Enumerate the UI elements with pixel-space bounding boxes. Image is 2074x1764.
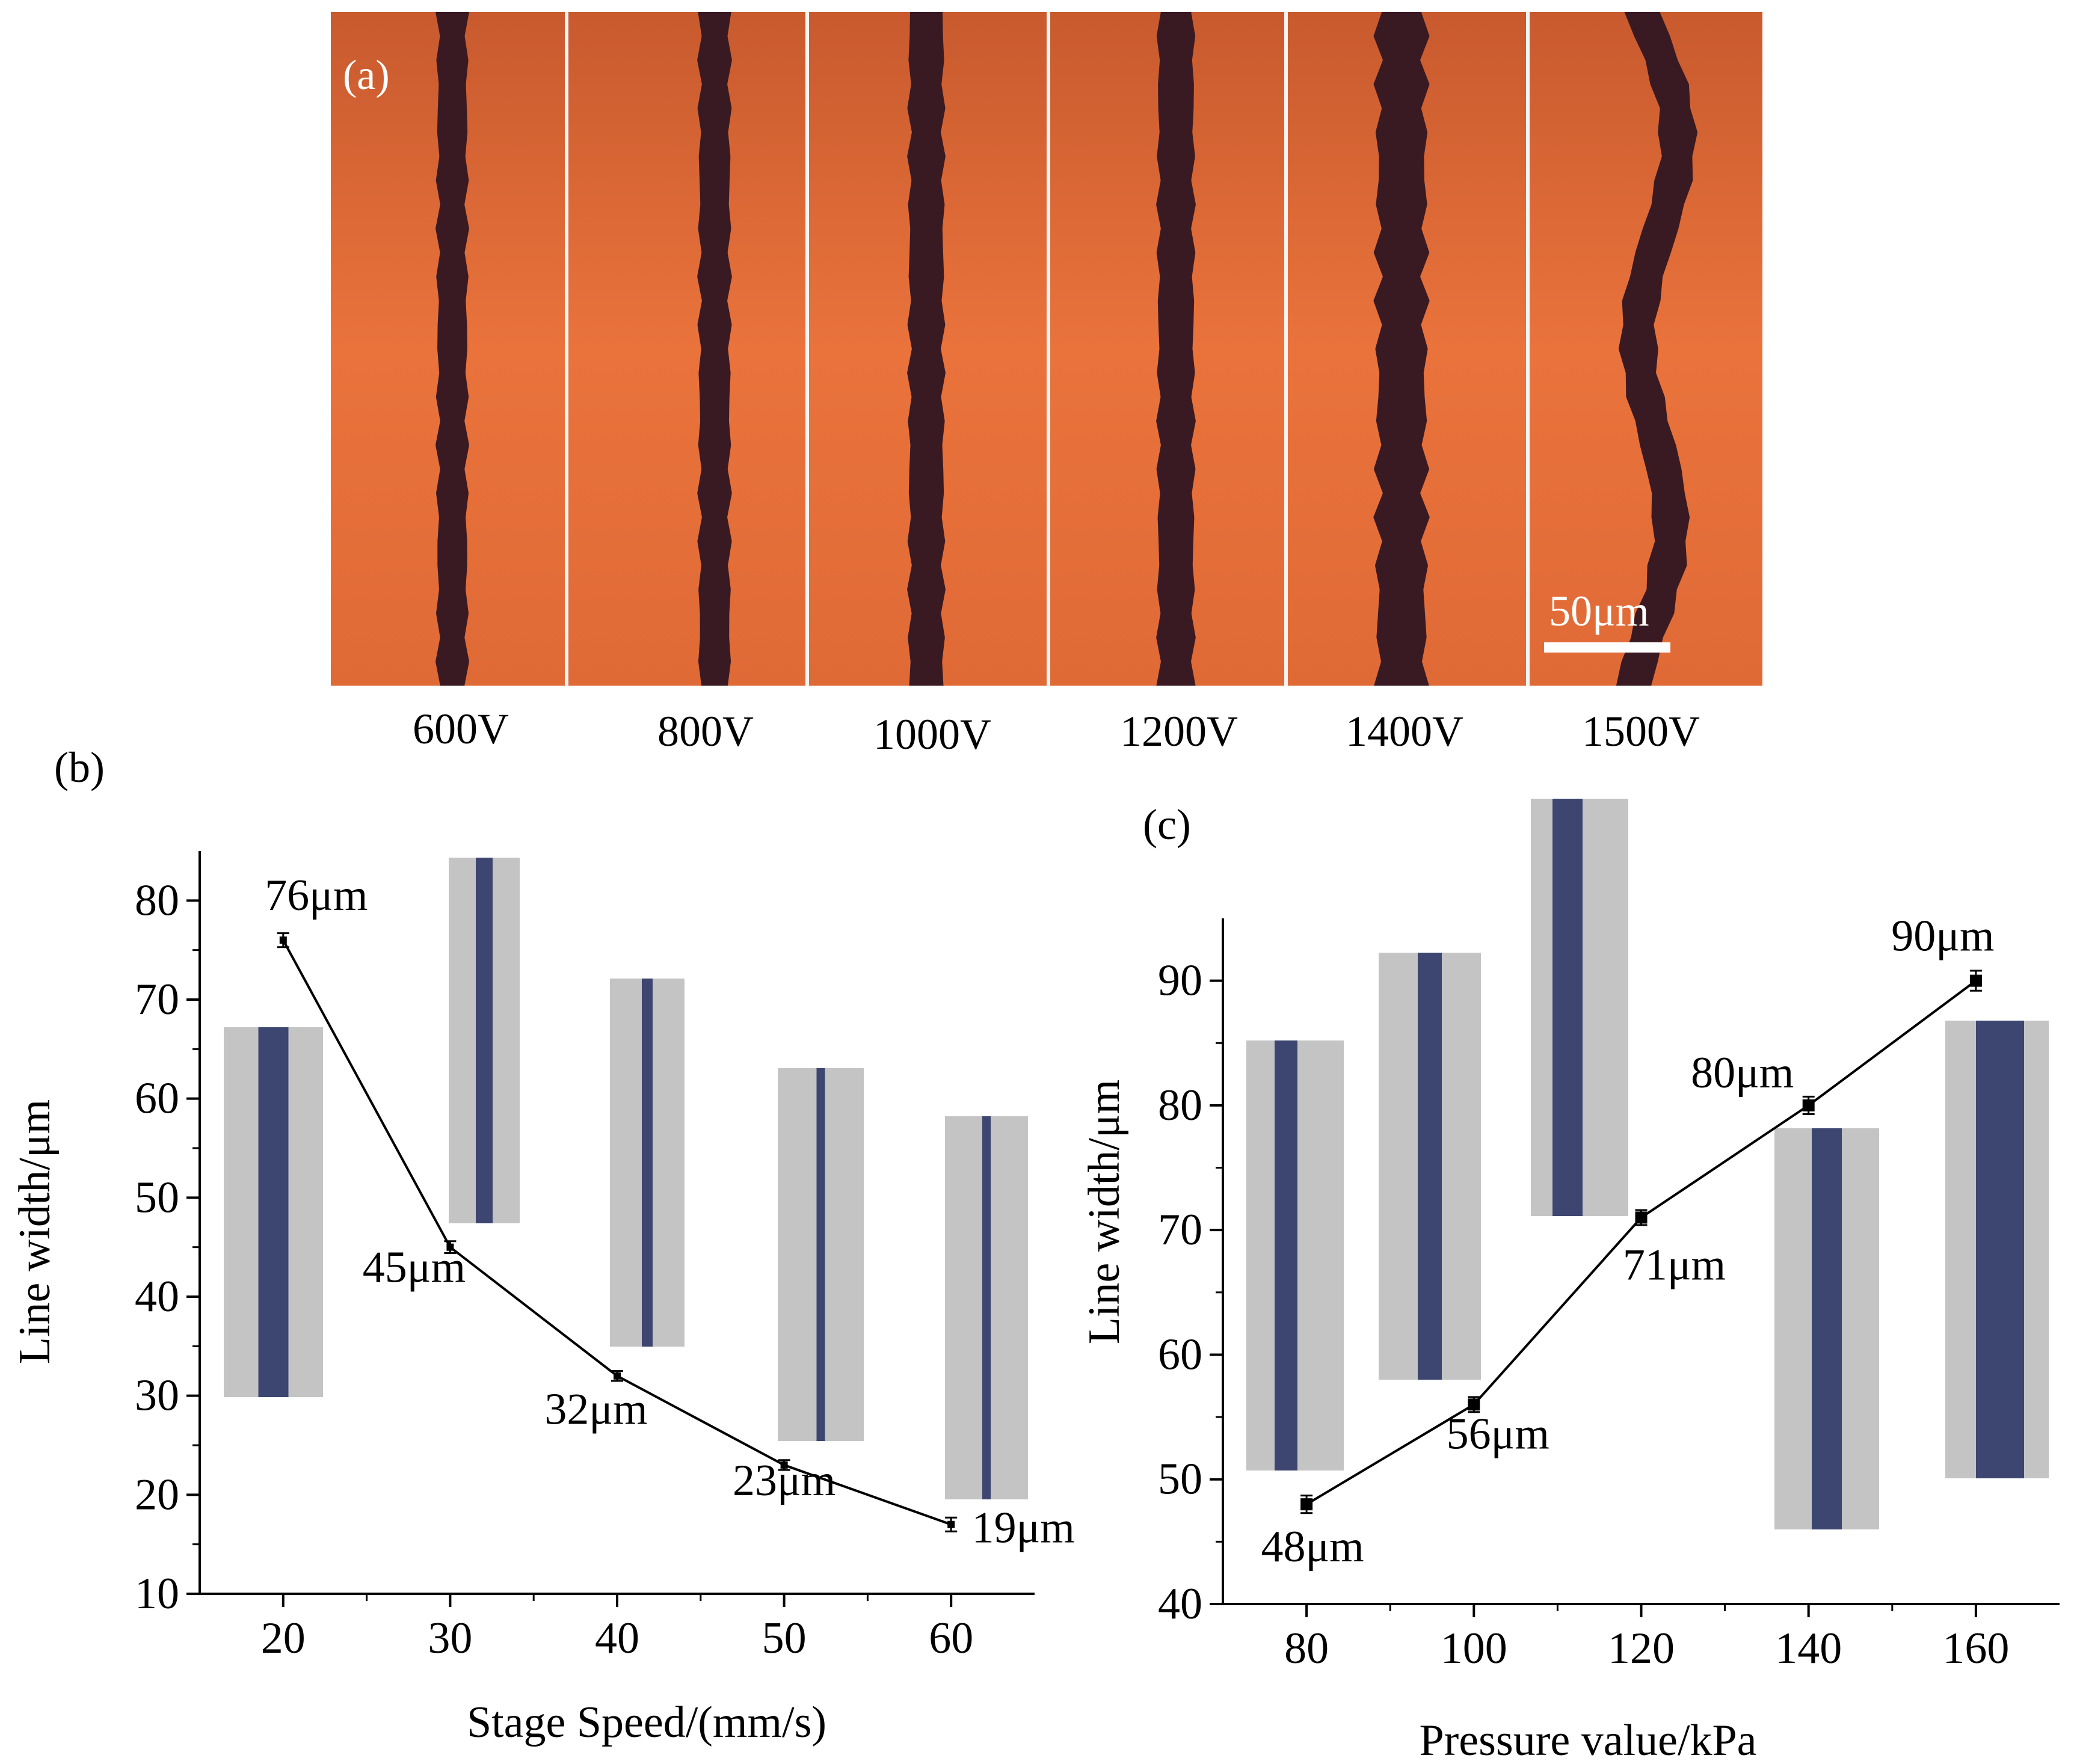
y-tick-label: 50 bbox=[1158, 1455, 1202, 1504]
panel-b-x-axis-label: Stage Speed/(mm/s) bbox=[467, 1698, 826, 1747]
data-point bbox=[947, 1520, 955, 1528]
y-tick-label: 90 bbox=[1158, 956, 1202, 1006]
panel-b-axes: 20 30 40 50 60 10 20 30 40 50 60 70 80 bbox=[135, 851, 1035, 1663]
condition-label-1000V: 1000V bbox=[873, 710, 991, 758]
printed-line-1400V bbox=[1373, 12, 1430, 686]
scale-bar bbox=[1544, 642, 1670, 653]
x-tick-label: 100 bbox=[1441, 1624, 1507, 1673]
scale-bar-label: 50μm bbox=[1549, 587, 1649, 635]
data-point bbox=[279, 936, 287, 944]
data-point bbox=[1969, 974, 1982, 987]
panel-c-series: 48μm 56μm 71μm 80μm 90μm bbox=[1261, 912, 1994, 1572]
x-tick-label: 40 bbox=[595, 1614, 639, 1663]
x-tick-label: 120 bbox=[1608, 1624, 1675, 1673]
image-separator-3 bbox=[1047, 12, 1050, 686]
data-point bbox=[446, 1243, 454, 1251]
line-image-120-trace bbox=[1552, 799, 1583, 1216]
data-label: 76μm bbox=[265, 871, 368, 920]
x-tick-label: 30 bbox=[428, 1614, 472, 1663]
y-tick-label: 70 bbox=[1158, 1205, 1202, 1255]
data-point bbox=[1300, 1498, 1313, 1511]
panel-c-x-axis-label: Pressure value/kPa bbox=[1419, 1716, 1756, 1764]
line-image-160-trace bbox=[1976, 1021, 2024, 1478]
x-tick-label: 140 bbox=[1775, 1624, 1842, 1673]
line-image-50-trace bbox=[816, 1068, 825, 1441]
data-label: 56μm bbox=[1447, 1409, 1549, 1458]
data-point bbox=[780, 1461, 788, 1469]
data-point bbox=[614, 1372, 621, 1380]
x-tick-label: 60 bbox=[929, 1614, 973, 1663]
panel-b-insets bbox=[224, 858, 1028, 1499]
printed-line-1500V bbox=[1616, 12, 1698, 686]
condition-label-1500V: 1500V bbox=[1582, 707, 1700, 755]
printed-line-600V bbox=[435, 12, 469, 686]
panel-b-series: 76μm 45μm 32μm 23μm 19μm bbox=[265, 871, 1075, 1553]
panel-b-chart: (b) 20 30 40 50 60 10 20 30 40 50 60 70 80 76μm 45μm 3… bbox=[10, 743, 1075, 1747]
data-label: 90μm bbox=[1891, 912, 1994, 961]
y-tick-label: 80 bbox=[1158, 1081, 1202, 1130]
data-label: 19μm bbox=[972, 1504, 1075, 1553]
y-tick-label: 60 bbox=[1158, 1330, 1202, 1379]
panel-c-insets bbox=[1246, 799, 2049, 1529]
panel-b-y-axis-label: Line width/μm bbox=[10, 1099, 60, 1364]
image-separator-1 bbox=[565, 12, 568, 686]
panel-b-label: (b) bbox=[54, 743, 105, 791]
printed-line-traces bbox=[435, 12, 1698, 686]
line-image-80-trace bbox=[1275, 1040, 1297, 1471]
y-tick-label: 60 bbox=[135, 1074, 179, 1123]
y-tick-label: 10 bbox=[135, 1569, 179, 1618]
data-label: 48μm bbox=[1261, 1522, 1364, 1572]
data-point bbox=[1468, 1398, 1480, 1411]
panel-c-axes: 80 100 120 140 160 40 50 60 70 80 90 bbox=[1158, 918, 2060, 1673]
image-separator-2 bbox=[805, 12, 809, 686]
x-tick-label: 80 bbox=[1284, 1624, 1329, 1673]
image-separator-4 bbox=[1284, 12, 1288, 686]
y-tick-label: 40 bbox=[1158, 1579, 1202, 1629]
image-separators bbox=[565, 12, 1530, 686]
printed-line-800V bbox=[697, 12, 732, 686]
condition-label-1400V: 1400V bbox=[1346, 707, 1463, 755]
x-tick-label: 20 bbox=[261, 1614, 306, 1663]
panel-c-chart: (c) 80 100 120 140 160 40 50 60 70 80 90 48μm 56μm 7… bbox=[1080, 799, 2060, 1764]
data-label: 80μm bbox=[1691, 1048, 1794, 1098]
y-tick-label: 50 bbox=[135, 1173, 179, 1222]
y-tick-label: 70 bbox=[135, 975, 179, 1024]
line-image-20-trace bbox=[258, 1027, 289, 1397]
data-label: 71μm bbox=[1623, 1240, 1726, 1289]
data-point bbox=[1802, 1099, 1815, 1111]
y-tick-label: 20 bbox=[135, 1470, 179, 1519]
condition-label-600V: 600V bbox=[413, 705, 509, 753]
panel-c-label: (c) bbox=[1143, 801, 1191, 849]
y-tick-label: 40 bbox=[135, 1272, 179, 1321]
panel-c-y-axis-label: Line width/μm bbox=[1080, 1080, 1129, 1344]
data-label: 32μm bbox=[544, 1385, 647, 1434]
image-separator-5 bbox=[1526, 12, 1530, 686]
panel-a-micrographs: (a) 50μm 600V 800V 1000V 1200V 1400V 150… bbox=[331, 12, 1762, 758]
line-image-30-trace bbox=[476, 858, 493, 1223]
x-tick-label: 160 bbox=[1942, 1624, 2009, 1673]
printed-line-1000V bbox=[907, 12, 946, 686]
printed-line-1200V bbox=[1156, 12, 1196, 686]
line-image-60-trace bbox=[982, 1116, 991, 1499]
line-image-140-trace bbox=[1812, 1128, 1842, 1529]
y-tick-label: 80 bbox=[135, 876, 179, 925]
condition-label-1200V: 1200V bbox=[1120, 707, 1238, 755]
data-point bbox=[1635, 1211, 1648, 1224]
x-tick-label: 50 bbox=[762, 1614, 807, 1663]
y-tick-label: 30 bbox=[135, 1371, 179, 1421]
line-image-40-trace bbox=[642, 979, 653, 1347]
data-label: 23μm bbox=[733, 1456, 835, 1505]
line-image-100-trace bbox=[1418, 953, 1442, 1380]
data-label: 45μm bbox=[363, 1243, 466, 1292]
panel-a-label: (a) bbox=[343, 52, 390, 99]
condition-label-800V: 800V bbox=[657, 707, 754, 755]
